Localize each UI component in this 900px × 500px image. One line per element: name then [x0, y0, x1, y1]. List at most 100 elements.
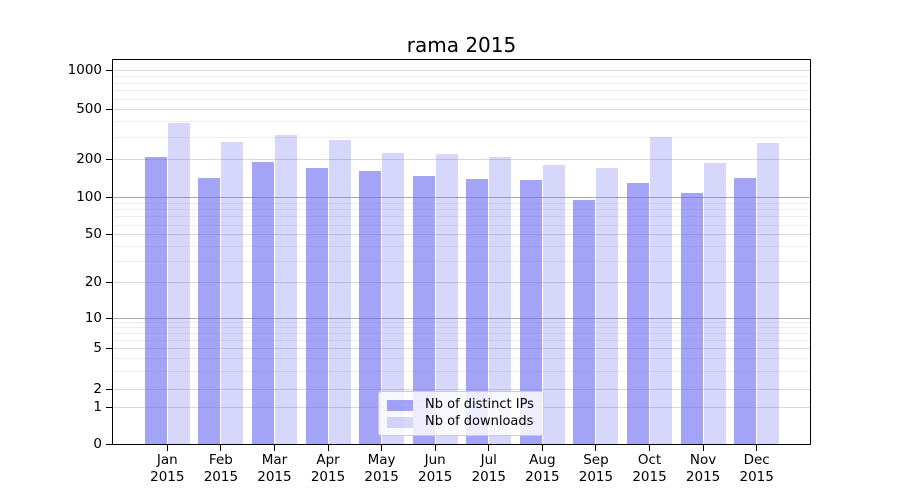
legend-label-downloads: Nb of downloads — [425, 414, 534, 429]
bar-downloads — [435, 154, 458, 444]
y-tick-mark — [106, 443, 113, 445]
legend-swatch-downloads-icon — [387, 416, 413, 428]
bar-downloads — [328, 140, 351, 444]
bar-downloads — [757, 143, 780, 444]
x-tick-label: Jun 2015 — [403, 452, 467, 486]
y-tick-mark — [106, 234, 113, 236]
gridline — [113, 317, 810, 319]
x-tick-mark — [273, 445, 275, 451]
plot-area: Nb of distinct IPs Nb of downloads — [112, 59, 811, 445]
y-tick-label: 1 — [93, 399, 102, 416]
legend-item-distinct-ips: Nb of distinct IPs — [387, 397, 535, 413]
bar-distinct-ips — [573, 200, 596, 444]
x-tick-mark — [220, 445, 222, 451]
x-tick-label: Jan 2015 — [135, 452, 199, 486]
x-tick-mark — [702, 445, 704, 451]
y-tick-label: 50 — [84, 226, 102, 243]
x-tick-mark — [434, 445, 436, 451]
x-tick-mark — [541, 445, 543, 451]
y-tick-label: 100 — [76, 189, 102, 205]
x-tick-mark — [166, 445, 168, 451]
bar-distinct-ips — [251, 162, 274, 444]
x-tick-year: 2015 — [578, 469, 614, 485]
gridline — [113, 76, 810, 78]
bar-downloads — [274, 134, 297, 444]
y-tick-mark — [106, 108, 113, 110]
legend-label-distinct-ips: Nb of distinct IPs — [425, 397, 534, 412]
gridline — [113, 340, 810, 342]
x-tick-label: Dec 2015 — [725, 452, 789, 486]
y-tick-mark — [106, 70, 113, 72]
y-tick-mark — [106, 407, 113, 409]
gridline — [113, 209, 810, 211]
bar-downloads — [382, 153, 405, 444]
gridline — [113, 137, 810, 139]
gridline — [113, 197, 810, 198]
gridline — [113, 216, 810, 218]
legend-swatch-distinct-ips-icon — [387, 399, 413, 411]
x-tick-year: 2015 — [150, 469, 185, 485]
x-tick-label: Sep 2015 — [564, 452, 628, 486]
bar-downloads — [221, 142, 244, 444]
x-tick-label: Oct 2015 — [618, 452, 682, 486]
gridline — [113, 70, 810, 72]
y-tick-mark — [106, 389, 113, 390]
gridline — [113, 82, 810, 84]
x-tick-mark — [327, 445, 329, 451]
y-tick-label: 1000 — [67, 62, 102, 79]
gridline — [113, 371, 810, 373]
y-tick-label: 5 — [93, 340, 102, 357]
y-tick-mark — [106, 282, 113, 284]
x-tick-year: 2015 — [310, 469, 346, 485]
bar-distinct-ips — [359, 171, 382, 444]
gridline — [113, 327, 810, 329]
x-tick-mark — [649, 445, 651, 451]
x-tick-year: 2015 — [632, 469, 667, 485]
y-tick-mark — [106, 159, 113, 161]
bar-downloads — [542, 164, 565, 444]
x-tick-label: Jul 2015 — [457, 452, 521, 486]
y-tick-label: 200 — [76, 151, 102, 168]
gridline — [113, 121, 810, 123]
x-tick-label: Nov 2015 — [671, 452, 735, 486]
gridline — [113, 358, 810, 360]
gridline — [113, 202, 810, 204]
y-tick-label: 500 — [76, 100, 102, 117]
bar-distinct-ips — [680, 193, 703, 444]
x-tick-label: May 2015 — [350, 452, 414, 486]
gridline — [113, 282, 810, 284]
bar-downloads — [489, 156, 512, 444]
x-tick-year: 2015 — [257, 469, 292, 485]
bar-downloads — [596, 167, 619, 444]
gridline — [113, 389, 810, 390]
x-tick-mark — [381, 445, 383, 451]
bar-distinct-ips — [466, 178, 489, 444]
y-tick-mark — [106, 317, 113, 319]
y-tick-label: 10 — [84, 309, 102, 326]
x-tick-label: Aug 2015 — [510, 452, 574, 486]
y-tick-mark — [106, 348, 113, 350]
x-tick-label: Mar 2015 — [242, 452, 306, 486]
bar-downloads — [167, 123, 190, 444]
gridline — [113, 246, 810, 248]
x-tick-year: 2015 — [739, 469, 774, 485]
y-tick-mark — [106, 197, 113, 198]
gridline — [113, 90, 810, 92]
gridline — [113, 348, 810, 350]
x-tick-year: 2015 — [203, 469, 239, 485]
x-tick-label: Apr 2015 — [296, 452, 360, 486]
x-tick-year: 2015 — [364, 469, 399, 485]
chart-title: rama 2015 — [406, 33, 517, 57]
bar-distinct-ips — [412, 176, 435, 444]
legend: Nb of distinct IPs Nb of downloads — [378, 391, 544, 436]
bar-downloads — [703, 162, 726, 444]
legend-item-downloads: Nb of downloads — [387, 414, 535, 430]
bar-distinct-ips — [198, 177, 221, 444]
x-tick-mark — [756, 445, 758, 451]
x-tick-mark — [488, 445, 490, 451]
x-tick-label: Feb 2015 — [189, 452, 253, 486]
bar-downloads — [650, 136, 673, 444]
bar-distinct-ips — [734, 178, 757, 444]
x-tick-year: 2015 — [685, 469, 721, 485]
